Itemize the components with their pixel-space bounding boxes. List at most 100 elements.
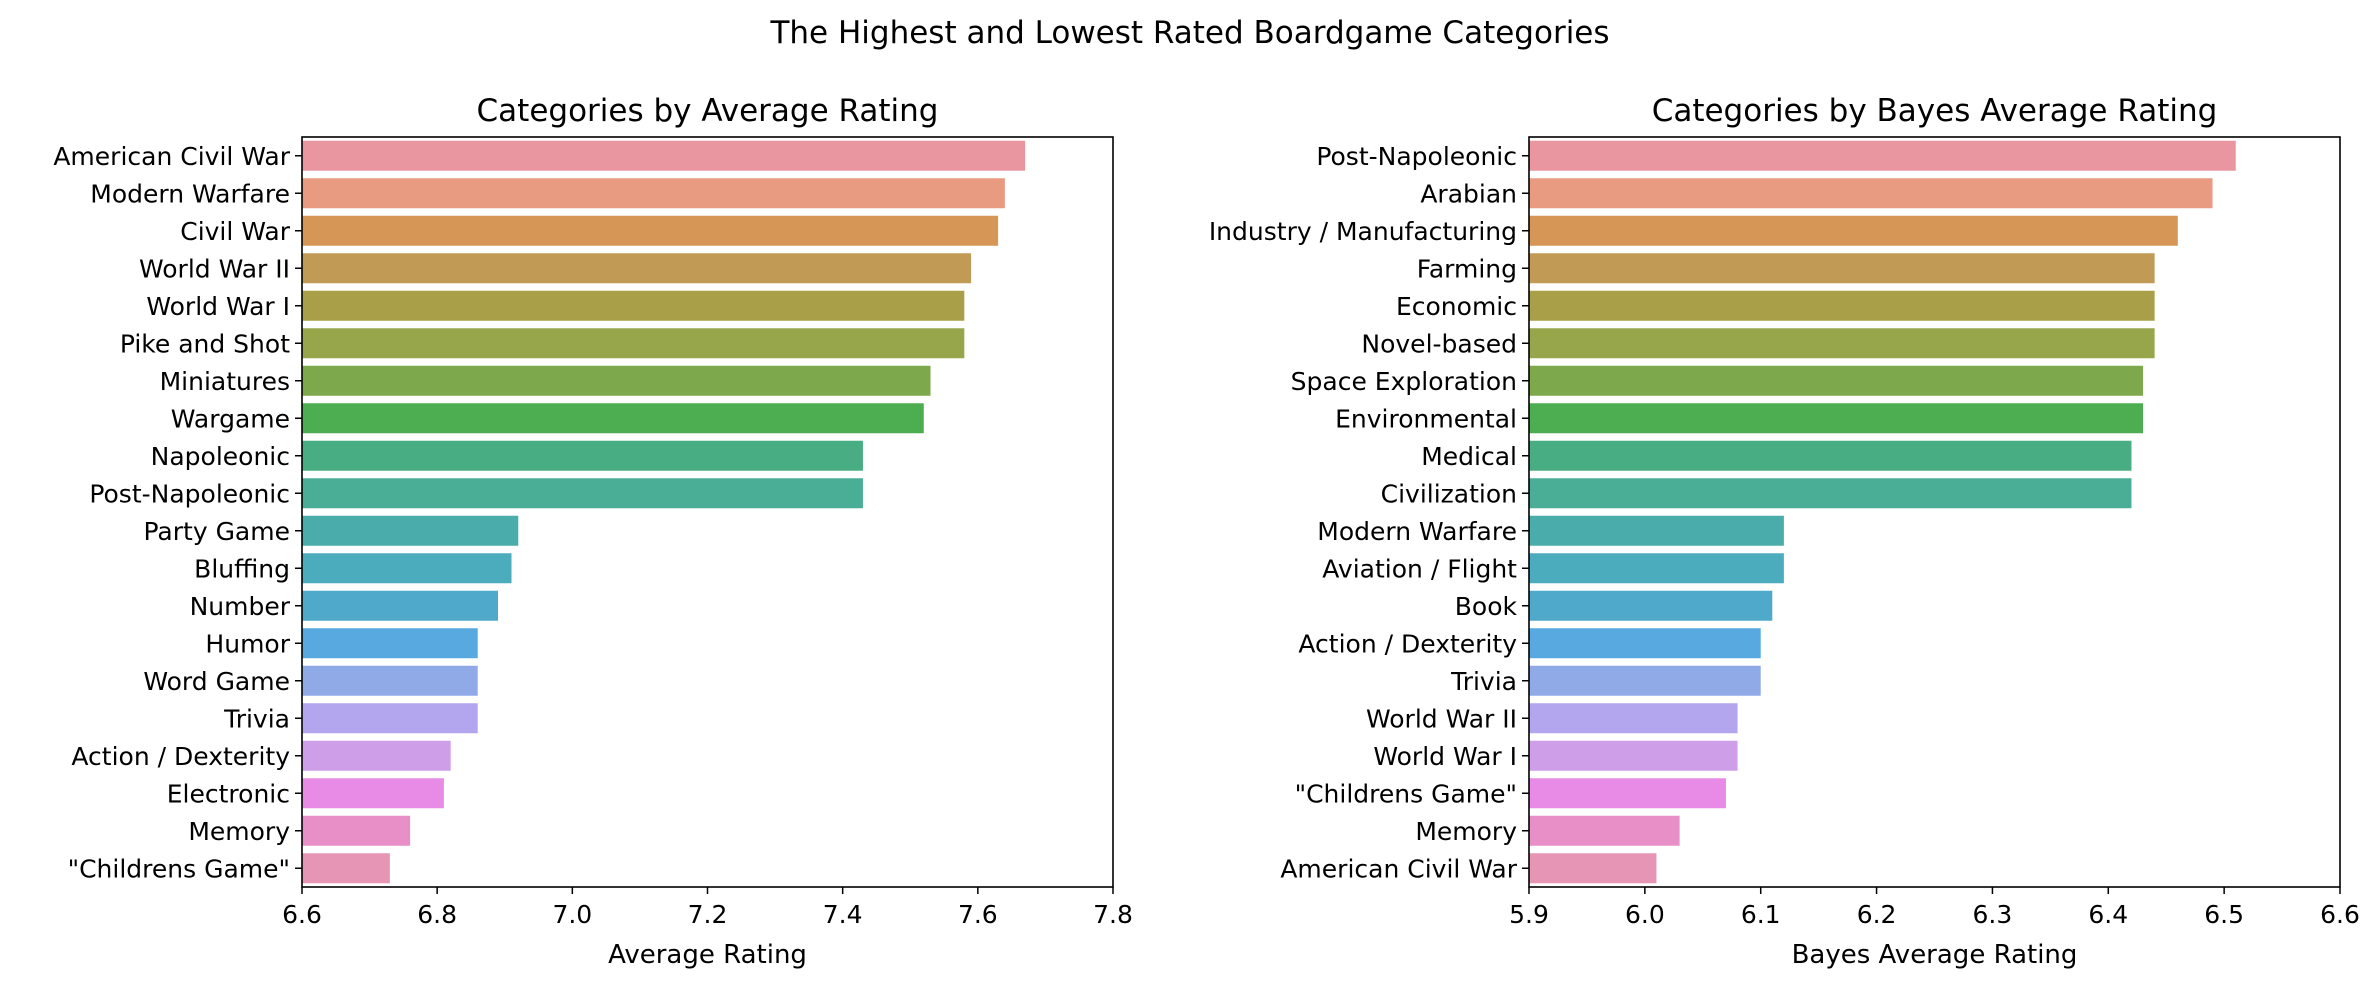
bar	[302, 703, 478, 734]
y-tick-label: World War I	[1373, 742, 1517, 771]
chart-title: Categories by Average Rating	[477, 93, 939, 129]
bar	[302, 328, 965, 359]
x-axis-label: Average Rating	[608, 940, 807, 970]
figure-suptitle: The Highest and Lowest Rated Boardgame C…	[769, 15, 1609, 51]
bar	[302, 515, 519, 546]
bar	[1529, 328, 2155, 359]
y-tick-label: Novel-based	[1361, 329, 1517, 358]
y-tick-label: World War I	[146, 292, 290, 321]
bar	[302, 778, 444, 809]
panel-average-rating: Categories by Average Rating American Civ…	[53, 93, 1133, 970]
x-tick-label: 7.8	[1093, 900, 1133, 929]
y-tick-label: Post-Napoleonic	[89, 479, 290, 508]
x-tick-label: 6.0	[1625, 900, 1665, 929]
x-axis-label: Bayes Average Rating	[1792, 940, 2078, 970]
x-tick-label: 6.1	[1741, 900, 1781, 929]
bar	[1529, 703, 1738, 734]
x-tick-label: 6.2	[1857, 900, 1897, 929]
axes-frame	[301, 136, 1114, 888]
y-tick-label: Electronic	[167, 779, 290, 808]
bar	[302, 590, 498, 621]
y-tick-label: Book	[1455, 592, 1518, 621]
y-tick-label: Modern Warfare	[1317, 517, 1517, 546]
y-tick-label: Trivia	[223, 704, 290, 733]
bar	[302, 140, 1026, 171]
bar	[1529, 403, 2144, 434]
y-tick-label: Pike and Shot	[120, 329, 290, 358]
y-tick-label: Aviation / Flight	[1322, 554, 1517, 583]
bar	[1529, 440, 2132, 471]
x-tick-label: 6.5	[2204, 900, 2244, 929]
bar	[302, 853, 390, 884]
y-tick-label: World War II	[139, 254, 290, 283]
y-tick-label: Word Game	[143, 667, 290, 696]
y-tick-label: Civilization	[1381, 479, 1517, 508]
bar	[302, 665, 478, 696]
x-tick-label: 5.9	[1509, 900, 1549, 929]
bar	[1529, 253, 2155, 284]
panel-bayes-average-rating: Categories by Bayes Average Rating Post-N…	[1209, 93, 2360, 970]
y-tick-label: Farming	[1417, 254, 1517, 283]
y-tick-label: Modern Warfare	[90, 179, 290, 208]
bar	[1529, 140, 2236, 171]
x-tick-label: 6.3	[1973, 900, 2013, 929]
y-tick-label: Action / Dexterity	[71, 742, 290, 771]
bar	[1529, 515, 1784, 546]
bar	[302, 440, 863, 471]
bar	[302, 740, 451, 771]
bar	[302, 178, 1005, 209]
x-tick-label: 6.4	[2088, 900, 2128, 929]
x-tick-label: 6.6	[282, 900, 322, 929]
y-tick-label: Memory	[188, 817, 290, 846]
x-tick-label: 7.0	[552, 900, 592, 929]
bar	[302, 478, 863, 509]
bar	[302, 815, 411, 846]
bar	[302, 290, 965, 321]
y-tick-label: Arabian	[1420, 179, 1517, 208]
bar	[302, 553, 512, 584]
y-tick-label: Number	[190, 592, 291, 621]
bar	[1529, 478, 2132, 509]
bar	[1529, 178, 2213, 209]
y-tick-label: Post-Napoleonic	[1316, 142, 1517, 171]
bar	[1529, 853, 1657, 884]
x-tick-label: 6.8	[417, 900, 457, 929]
bar	[302, 365, 931, 396]
y-tick-label: Medical	[1421, 442, 1517, 471]
chart-title: Categories by Bayes Average Rating	[1652, 93, 2218, 129]
y-tick-label: Environmental	[1335, 404, 1517, 433]
bar	[302, 403, 924, 434]
bar	[302, 215, 999, 246]
x-tick-label: 7.6	[958, 900, 998, 929]
y-tick-label: "Childrens Game"	[1295, 779, 1517, 808]
y-tick-label: Memory	[1415, 817, 1517, 846]
bar	[1529, 290, 2155, 321]
x-tick-label: 7.4	[823, 900, 863, 929]
y-tick-label: Action / Dexterity	[1298, 629, 1517, 658]
bar	[1529, 815, 1680, 846]
y-tick-label: Civil War	[180, 217, 290, 246]
bar	[1529, 778, 1726, 809]
bar	[1529, 628, 1761, 659]
bar	[1529, 740, 1738, 771]
y-tick-label: Industry / Manufacturing	[1209, 217, 1517, 246]
y-tick-label: Space Exploration	[1291, 367, 1517, 396]
bar	[302, 628, 478, 659]
y-tick-label: Economic	[1396, 292, 1517, 321]
y-tick-label: Bluffing	[194, 554, 290, 583]
y-tick-label: Party Game	[143, 517, 290, 546]
x-tick-label: 6.6	[2320, 900, 2360, 929]
y-tick-label: American Civil War	[53, 142, 290, 171]
x-tick-label: 7.2	[688, 900, 728, 929]
bar	[302, 253, 972, 284]
y-tick-label: American Civil War	[1280, 854, 1517, 883]
y-tick-label: Miniatures	[160, 367, 290, 396]
y-tick-label: Napoleonic	[151, 442, 290, 471]
bar	[1529, 590, 1773, 621]
y-tick-label: Wargame	[171, 404, 290, 433]
y-tick-label: Trivia	[1450, 667, 1517, 696]
y-tick-label: Humor	[205, 629, 290, 658]
bar	[1529, 553, 1784, 584]
bar	[1529, 215, 2178, 246]
